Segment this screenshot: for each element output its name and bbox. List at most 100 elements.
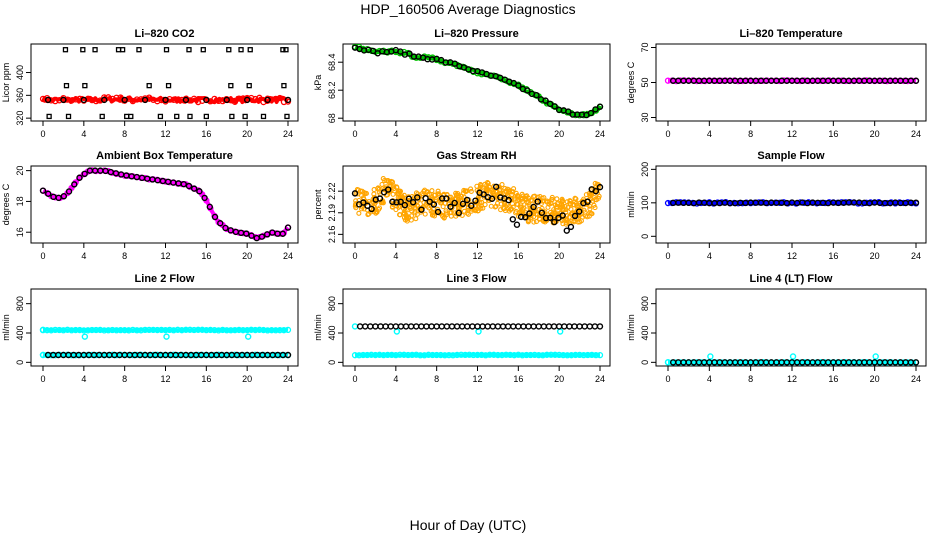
series-line xyxy=(668,202,916,203)
y-axis-label: degrees C xyxy=(1,183,11,225)
data-point xyxy=(536,324,541,329)
data-point xyxy=(282,84,286,88)
data-point xyxy=(67,114,71,118)
data-point xyxy=(414,217,418,221)
data-point xyxy=(598,324,603,329)
y-tick-label: 68.2 xyxy=(327,81,337,99)
data-point xyxy=(423,212,427,216)
x-tick-label: 8 xyxy=(122,129,127,139)
data-point xyxy=(476,329,481,334)
data-point xyxy=(100,114,104,118)
x-tick-label: 0 xyxy=(665,251,670,261)
data-point xyxy=(424,324,429,329)
data-point xyxy=(568,224,573,229)
data-point xyxy=(557,324,562,329)
y-tick-label: 400 xyxy=(15,325,25,340)
series-line xyxy=(355,355,600,356)
data-point xyxy=(262,114,266,118)
data-point xyxy=(187,48,191,52)
data-point xyxy=(358,324,363,329)
data-point xyxy=(582,324,587,329)
data-point xyxy=(436,189,440,193)
x-tick-label: 12 xyxy=(472,251,482,261)
data-point xyxy=(167,84,171,88)
data-point xyxy=(175,114,179,118)
x-tick-label: 16 xyxy=(828,129,838,139)
data-point xyxy=(409,324,414,329)
plot-area xyxy=(666,200,919,206)
data-point xyxy=(147,84,151,88)
x-tick-label: 0 xyxy=(665,129,670,139)
x-tick-label: 8 xyxy=(748,374,753,384)
x-tick-label: 8 xyxy=(748,129,753,139)
x-tick-label: 16 xyxy=(513,374,523,384)
x-tick-label: 8 xyxy=(122,251,127,261)
data-point xyxy=(83,84,87,88)
data-point xyxy=(137,48,141,52)
data-point xyxy=(165,48,169,52)
y-axis-label: Licor ppm xyxy=(1,63,11,103)
data-point xyxy=(391,192,395,196)
x-tick-label: 24 xyxy=(911,251,921,261)
data-point xyxy=(708,354,713,359)
data-point xyxy=(414,324,419,329)
data-point xyxy=(93,48,97,52)
x-tick-label: 4 xyxy=(393,374,398,384)
panel-title: Line 3 Flow xyxy=(447,273,507,285)
panel-title: Line 4 (LT) Flow xyxy=(750,273,833,285)
x-tick-label: 0 xyxy=(40,251,45,261)
x-tick-label: 20 xyxy=(870,129,880,139)
data-point xyxy=(380,182,384,186)
x-tick-label: 0 xyxy=(665,374,670,384)
data-point xyxy=(475,324,480,329)
y-tick-label: 800 xyxy=(327,296,337,311)
y-tick-label: 68 xyxy=(327,113,337,123)
x-tick-label: 20 xyxy=(242,374,252,384)
data-point xyxy=(201,48,205,52)
data-point xyxy=(394,329,399,334)
data-point xyxy=(383,324,388,329)
panel-title: Sample Flow xyxy=(757,150,825,162)
panel-title: Gas Stream RH xyxy=(436,150,516,162)
plot-area xyxy=(353,177,603,234)
data-point xyxy=(125,114,129,118)
data-point xyxy=(158,114,162,118)
data-point xyxy=(534,220,538,224)
data-point xyxy=(510,217,515,222)
panel-title: Line 2 Flow xyxy=(135,273,195,285)
x-tick-label: 24 xyxy=(595,251,605,261)
data-point xyxy=(485,324,490,329)
panel-title: Li–820 Pressure xyxy=(434,28,518,40)
y-tick-label: 800 xyxy=(15,296,25,311)
x-tick-label: 8 xyxy=(434,129,439,139)
x-tick-label: 20 xyxy=(870,251,880,261)
x-tick-label: 16 xyxy=(201,374,211,384)
x-tick-label: 12 xyxy=(472,374,482,384)
data-point xyxy=(229,84,233,88)
data-point xyxy=(531,324,536,329)
y-tick-label: 800 xyxy=(640,296,650,311)
data-point xyxy=(555,197,559,201)
data-point xyxy=(419,324,424,329)
data-point xyxy=(404,324,409,329)
data-point xyxy=(489,204,493,208)
plot-frame xyxy=(31,166,298,243)
y-axis-label: ml/min xyxy=(313,314,323,341)
data-point xyxy=(592,324,597,329)
y-axis-label: degrees C xyxy=(626,61,636,103)
y-tick-label: 70 xyxy=(640,42,650,52)
x-tick-label: 20 xyxy=(242,129,252,139)
x-tick-label: 16 xyxy=(513,129,523,139)
data-point xyxy=(82,334,87,339)
data-point xyxy=(511,324,516,329)
y-tick-label: 16 xyxy=(15,227,25,237)
plot-area xyxy=(353,324,603,358)
x-tick-label: 24 xyxy=(911,374,921,384)
